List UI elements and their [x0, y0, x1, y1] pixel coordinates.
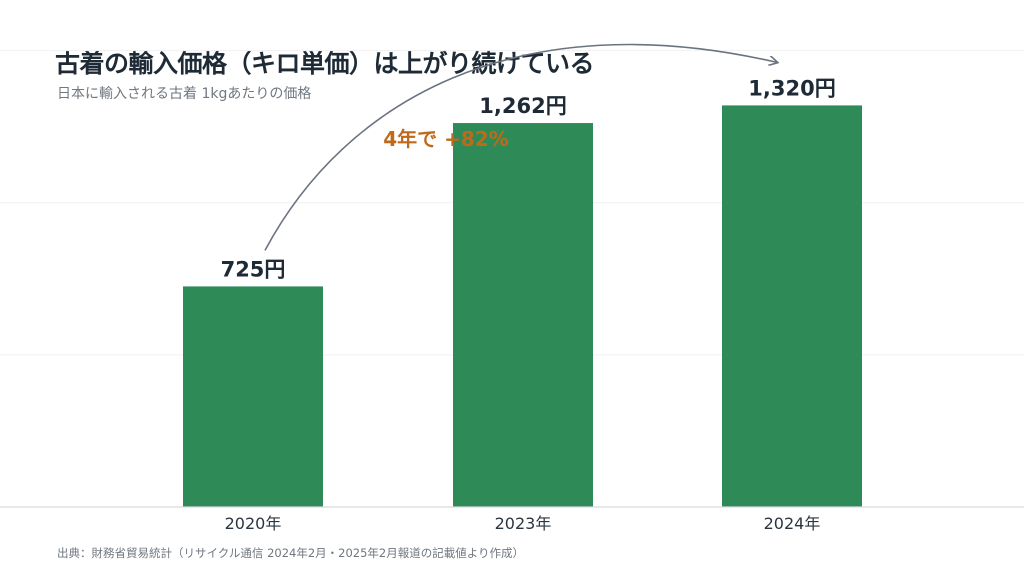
- bar: [453, 123, 593, 508]
- bar: [722, 105, 862, 508]
- source-note: 出典：財務省貿易統計（リサイクル通信 2024年2月・2025年2月報道の記載値…: [57, 546, 525, 560]
- value-label: 725円: [221, 257, 286, 281]
- chart-subtitle: 日本に輸入される古着 1kgあたりの価格: [57, 86, 312, 102]
- value-label: 1,320円: [748, 76, 835, 100]
- bars: [183, 105, 862, 508]
- bar: [183, 286, 323, 507]
- x-tick-label: 2023年: [495, 514, 552, 533]
- category-labels: 2020年 2023年 2024年: [225, 514, 821, 533]
- value-labels: 725円 1,262円 1,320円: [221, 76, 836, 281]
- trend-arrow: [264, 43, 777, 251]
- x-tick-label: 2020年: [225, 514, 282, 533]
- chart-title: 古着の輸入価格（キロ単価）は上がり続けている: [55, 49, 595, 78]
- growth-annotation: 4年で +82%: [383, 127, 509, 151]
- value-label: 1,262円: [479, 94, 566, 118]
- x-tick-label: 2024年: [764, 514, 821, 533]
